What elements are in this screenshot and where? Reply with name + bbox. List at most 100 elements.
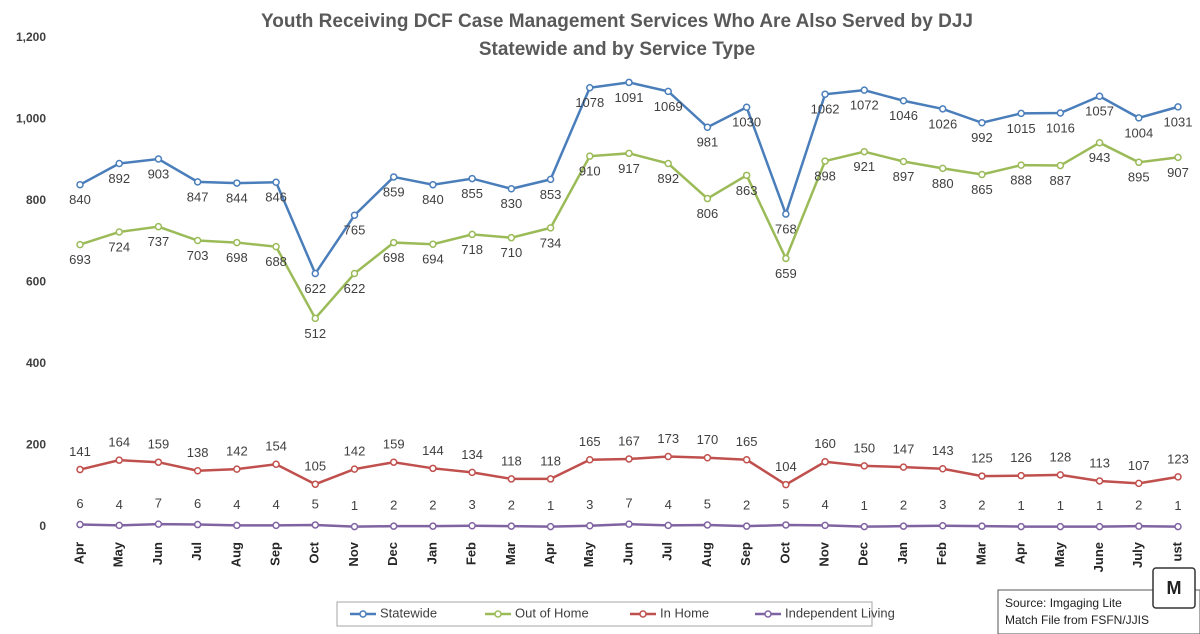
- data-label: 107: [1128, 458, 1150, 473]
- data-label: 1: [1057, 498, 1064, 513]
- data-label: 898: [814, 169, 836, 184]
- data-point: [625, 149, 633, 158]
- data-label: 2: [429, 498, 436, 513]
- data-label: 622: [344, 281, 366, 296]
- data-label: 853: [540, 187, 562, 202]
- data-label: 118: [540, 453, 561, 468]
- data-point: [546, 175, 555, 184]
- data-label: 863: [736, 183, 758, 198]
- data-point: [899, 463, 908, 471]
- data-label: 895: [1128, 170, 1150, 185]
- data-label: 1062: [811, 102, 840, 117]
- data-point: [389, 522, 398, 530]
- data-point: [782, 521, 790, 529]
- data-point: [821, 521, 829, 530]
- legend-label: Independent Living: [785, 605, 895, 620]
- data-label: 4: [821, 497, 828, 512]
- data-point: [664, 452, 672, 461]
- data-point: [350, 522, 359, 531]
- data-point: [507, 185, 516, 193]
- x-tick-label: Apr: [1013, 542, 1028, 564]
- data-point: [429, 522, 437, 530]
- data-label: 855: [461, 186, 483, 201]
- data-point: [76, 180, 84, 189]
- data-point: [978, 472, 986, 480]
- data-label: 917: [618, 161, 640, 176]
- data-point: [507, 233, 516, 242]
- data-point: [782, 254, 790, 263]
- data-label: 907: [1167, 165, 1189, 180]
- data-point: [1174, 473, 1182, 481]
- x-tick-label: Nov: [817, 541, 832, 566]
- data-point: [1095, 522, 1104, 531]
- data-label: 144: [422, 443, 444, 458]
- data-label: 1078: [575, 95, 604, 110]
- x-tick-label: Oct: [307, 541, 322, 563]
- badge: [1152, 567, 1196, 609]
- data-label: 5: [782, 496, 789, 511]
- x-tick-label: Sep: [738, 542, 753, 566]
- data-point: [703, 123, 712, 131]
- data-point: [742, 456, 751, 464]
- data-label: 897: [893, 169, 915, 184]
- data-point: [1056, 471, 1065, 479]
- x-tick-label: May: [111, 541, 126, 567]
- x-tick-label: May: [581, 541, 596, 567]
- x-tick-label: Sep: [268, 542, 283, 566]
- data-label: 688: [265, 254, 287, 269]
- data-point: [899, 522, 908, 530]
- data-label: 142: [226, 444, 248, 459]
- data-label: 173: [657, 431, 679, 446]
- data-label: 1015: [1007, 121, 1036, 136]
- data-point: [782, 210, 790, 218]
- data-label: 724: [108, 239, 130, 254]
- data-point: [860, 522, 869, 531]
- data-point: [311, 314, 320, 323]
- data-point: [821, 90, 829, 98]
- legend-marker: [359, 610, 367, 618]
- data-label: 1069: [654, 99, 683, 114]
- x-tick-label: Jun: [620, 542, 635, 565]
- data-point: [742, 522, 751, 530]
- legend-label: Statewide: [380, 605, 437, 620]
- data-label: 4: [116, 497, 123, 512]
- x-tick-label: Dec: [385, 542, 400, 566]
- data-label: 2: [1135, 498, 1142, 513]
- source-line: Source: Imgaging Lite: [1005, 596, 1122, 610]
- y-tick-label: 600: [26, 275, 46, 289]
- data-label: 6: [76, 496, 83, 511]
- data-point: [1135, 522, 1143, 530]
- data-label: 123: [1167, 451, 1189, 466]
- data-point: [311, 521, 320, 529]
- y-tick-label: 400: [26, 356, 46, 370]
- data-label: 4: [272, 497, 279, 512]
- data-label: 125: [971, 451, 993, 466]
- data-point: [821, 157, 829, 165]
- data-point: [468, 230, 476, 239]
- data-label: 737: [148, 234, 170, 249]
- data-label: 880: [932, 176, 954, 191]
- data-label: 1030: [732, 115, 761, 130]
- data-point: [507, 522, 516, 530]
- data-point: [76, 240, 84, 249]
- data-point: [272, 242, 280, 251]
- data-point: [389, 238, 398, 247]
- data-label: 892: [657, 171, 679, 186]
- data-point: [350, 465, 359, 473]
- data-label: 765: [344, 223, 366, 238]
- data-point: [350, 211, 359, 220]
- data-label: 1: [1174, 498, 1181, 513]
- data-point: [938, 522, 947, 530]
- data-point: [978, 170, 986, 179]
- data-point: [860, 86, 869, 94]
- x-tick-label: Aug: [228, 542, 243, 567]
- data-label: 113: [1089, 455, 1110, 470]
- data-point: [1135, 479, 1143, 488]
- data-label: 7: [155, 496, 162, 511]
- data-point: [272, 460, 280, 468]
- data-label: 104: [775, 459, 797, 474]
- data-label: 105: [304, 459, 326, 474]
- data-point: [899, 97, 908, 105]
- data-label: 710: [501, 245, 523, 260]
- data-label: 1072: [850, 98, 879, 113]
